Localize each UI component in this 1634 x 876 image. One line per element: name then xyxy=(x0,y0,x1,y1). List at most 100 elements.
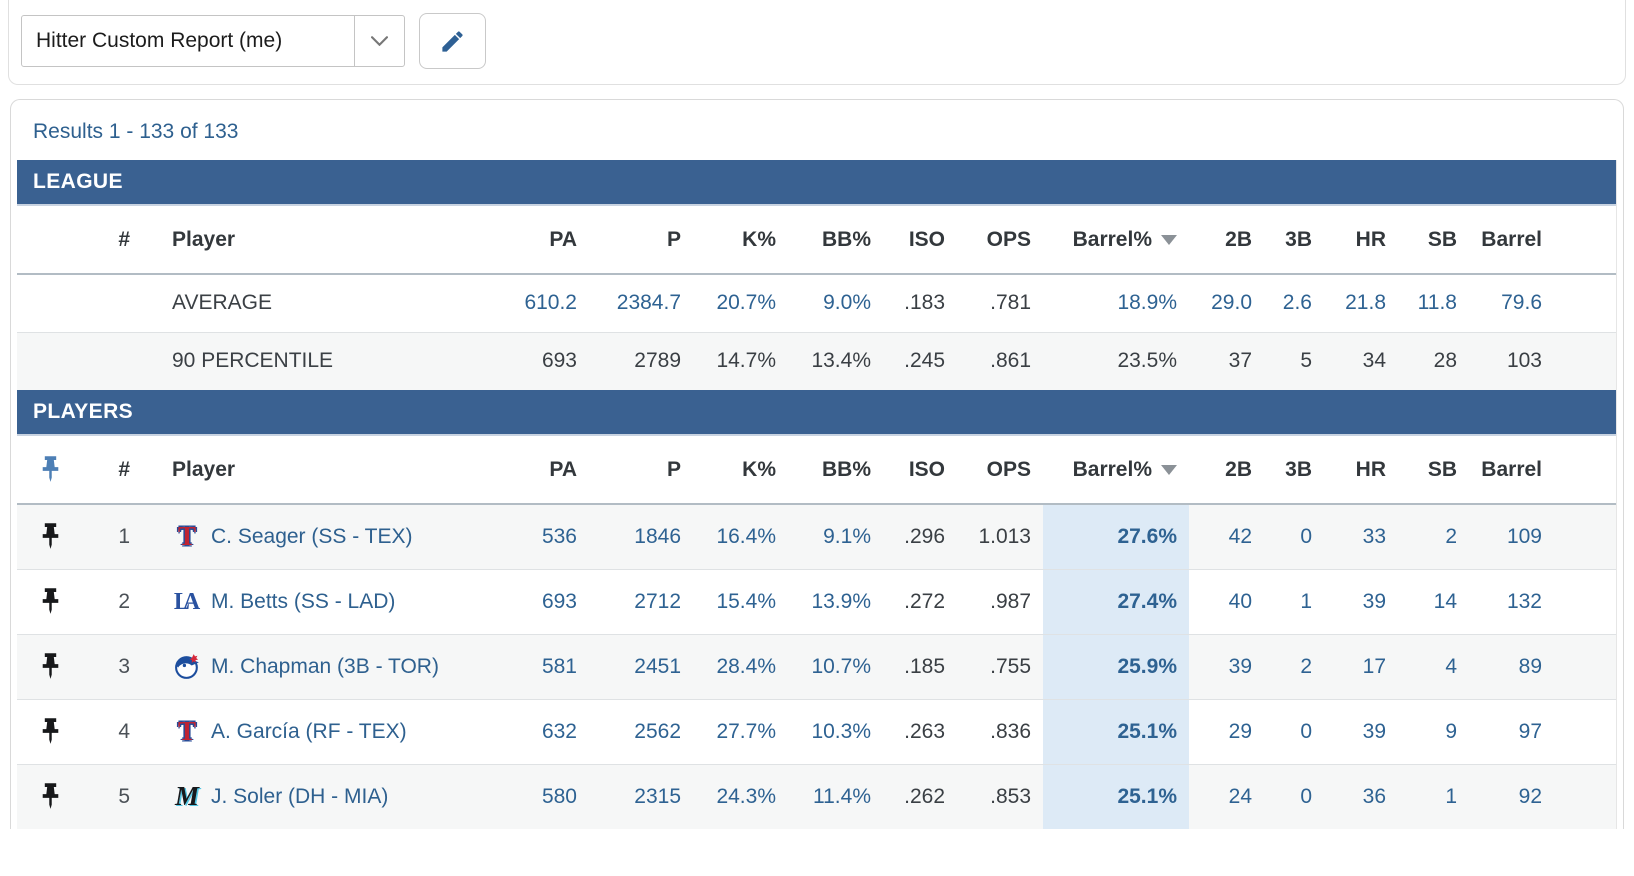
cell-p: 2712 xyxy=(589,568,693,634)
player-link[interactable]: M. Betts (SS - LAD) xyxy=(211,589,396,613)
cell-barrel-pct: 27.6% xyxy=(1043,504,1189,569)
table-row-90-percentile: 90 PERCENTILE 693 2789 14.7% 13.4% .245 … xyxy=(17,331,1616,390)
column-header-iso[interactable]: ISO xyxy=(883,206,957,275)
column-header-ops[interactable]: OPS xyxy=(957,206,1043,275)
table-row: 1 T C. Seager (SS - TEX) 536 1846 16.4% … xyxy=(17,504,1616,569)
column-header-sb[interactable]: SB xyxy=(1398,436,1469,505)
cell-3b: 0 xyxy=(1264,698,1324,764)
column-header-3b[interactable]: 3B xyxy=(1264,206,1324,275)
pushpin-icon[interactable] xyxy=(17,653,60,680)
cell-label: AVERAGE xyxy=(172,291,272,315)
cell-p: 2315 xyxy=(589,763,693,829)
spacer-cell xyxy=(17,274,87,332)
cell-hr: 36 xyxy=(1324,763,1398,829)
cell-iso: .296 xyxy=(883,504,957,569)
players-section-title: PLAYERS xyxy=(33,400,134,423)
column-header-k-pct[interactable]: K% xyxy=(693,436,788,505)
cell-barrel-pct: 25.1% xyxy=(1043,698,1189,764)
column-header-p[interactable]: P xyxy=(589,436,693,505)
column-header-player[interactable]: Player xyxy=(142,436,467,505)
cell-3b: 5 xyxy=(1264,331,1324,390)
column-header-ops[interactable]: OPS xyxy=(957,436,1043,505)
cell-sb: 11.8 xyxy=(1417,291,1457,315)
cell-k-pct: 16.4% xyxy=(693,504,788,569)
cell-bb-pct: 11.4% xyxy=(788,763,883,829)
team-logo-mia-icon: M xyxy=(174,781,199,812)
cell-pin xyxy=(17,568,87,634)
column-header-3b[interactable]: 3B xyxy=(1264,436,1324,505)
cell-bb-pct: 9.0% xyxy=(823,291,871,315)
chevron-down-icon[interactable] xyxy=(354,16,404,66)
cell-hr: 39 xyxy=(1324,698,1398,764)
column-header-hr[interactable]: HR xyxy=(1324,206,1398,275)
column-header-barrel[interactable]: Barrel xyxy=(1469,436,1554,505)
pushpin-icon[interactable] xyxy=(17,456,87,483)
cell-ops: .781 xyxy=(990,291,1031,315)
column-header-pa[interactable]: PA xyxy=(467,206,589,275)
table-row: 2 LA M. Betts (SS - LAD) 693 2712 15.4% … xyxy=(17,568,1616,634)
cell-barrel-pct: 23.5% xyxy=(1043,331,1189,390)
column-header-pin[interactable] xyxy=(17,436,87,505)
spacer-cell xyxy=(1554,698,1616,764)
cell-barrel-pct: 18.9% xyxy=(1117,291,1177,315)
cell-player: M J. Soler (DH - MIA) xyxy=(142,763,467,829)
pushpin-icon[interactable] xyxy=(17,523,60,550)
player-link[interactable]: M. Chapman (3B - TOR) xyxy=(211,654,439,678)
pushpin-icon[interactable] xyxy=(17,783,60,810)
column-header-k-pct[interactable]: K% xyxy=(693,206,788,275)
cell-rank: 3 xyxy=(87,633,142,699)
column-header-p[interactable]: P xyxy=(589,206,693,275)
column-header-sb[interactable]: SB xyxy=(1398,206,1469,275)
pushpin-icon[interactable] xyxy=(17,718,60,745)
column-header-hr[interactable]: HR xyxy=(1324,436,1398,505)
cell-pa: 580 xyxy=(467,763,589,829)
cell-rank: 2 xyxy=(87,568,142,634)
cell-2b: 24 xyxy=(1189,763,1264,829)
sort-desc-triangle-icon xyxy=(1161,234,1177,245)
spacer-cell xyxy=(1554,763,1616,829)
spacer-cell xyxy=(1554,568,1616,634)
column-header-rank[interactable]: # xyxy=(87,436,142,505)
cell-bb-pct: 9.1% xyxy=(788,504,883,569)
column-header-2b[interactable]: 2B xyxy=(1189,436,1264,505)
column-header-2b[interactable]: 2B xyxy=(1189,206,1264,275)
column-header-pa[interactable]: PA xyxy=(467,436,589,505)
cell-k-pct: 14.7% xyxy=(693,331,788,390)
edit-report-button[interactable] xyxy=(419,13,486,69)
cell-pa: 632 xyxy=(467,698,589,764)
column-header-player[interactable]: Player xyxy=(142,206,467,275)
cell-barrel-pct: 25.9% xyxy=(1043,633,1189,699)
spacer-cell xyxy=(1554,206,1616,275)
player-link[interactable]: J. Soler (DH - MIA) xyxy=(211,784,389,808)
cell-iso: .263 xyxy=(883,698,957,764)
cell-ops: .853 xyxy=(957,763,1043,829)
cell-3b: 2.6 xyxy=(1282,291,1312,315)
cell-sb: 14 xyxy=(1398,568,1469,634)
pushpin-icon[interactable] xyxy=(17,588,60,615)
spacer-cell xyxy=(1554,331,1616,390)
column-header-barrel-pct[interactable]: Barrel% xyxy=(1043,206,1189,275)
cell-rank xyxy=(87,331,142,390)
cell-p: 2384.7 xyxy=(616,291,681,315)
cell-2b: 29.0 xyxy=(1211,291,1252,315)
cell-iso: .272 xyxy=(883,568,957,634)
spacer-cell xyxy=(1554,274,1616,332)
report-select-dropdown[interactable]: Hitter Custom Report (me) xyxy=(21,15,405,67)
league-table: # Player PA P K% BB% ISO OPS Barrel% 2B … xyxy=(17,206,1616,390)
column-header-iso[interactable]: ISO xyxy=(883,436,957,505)
column-header-bb-pct[interactable]: BB% xyxy=(788,436,883,505)
players-header-row: # Player PA P K% BB% ISO OPS Barrel% 2B … xyxy=(17,436,1616,505)
column-header-barrel[interactable]: Barrel xyxy=(1469,206,1554,275)
column-header-barrel-pct[interactable]: Barrel% xyxy=(1043,436,1189,505)
cell-rank: 4 xyxy=(87,698,142,764)
cell-barrel: 132 xyxy=(1469,568,1554,634)
column-header-bb-pct[interactable]: BB% xyxy=(788,206,883,275)
cell-bb-pct: 10.7% xyxy=(788,633,883,699)
player-link[interactable]: C. Seager (SS - TEX) xyxy=(211,524,413,548)
results-summary: Results 1 - 133 of 133 xyxy=(33,120,239,143)
column-header-rank[interactable]: # xyxy=(87,206,142,275)
cell-barrel: 97 xyxy=(1469,698,1554,764)
report-card: Results 1 - 133 of 133 LEAGUE # xyxy=(10,99,1624,829)
player-link[interactable]: A. García (RF - TEX) xyxy=(211,719,407,743)
cell-rank xyxy=(87,274,142,332)
